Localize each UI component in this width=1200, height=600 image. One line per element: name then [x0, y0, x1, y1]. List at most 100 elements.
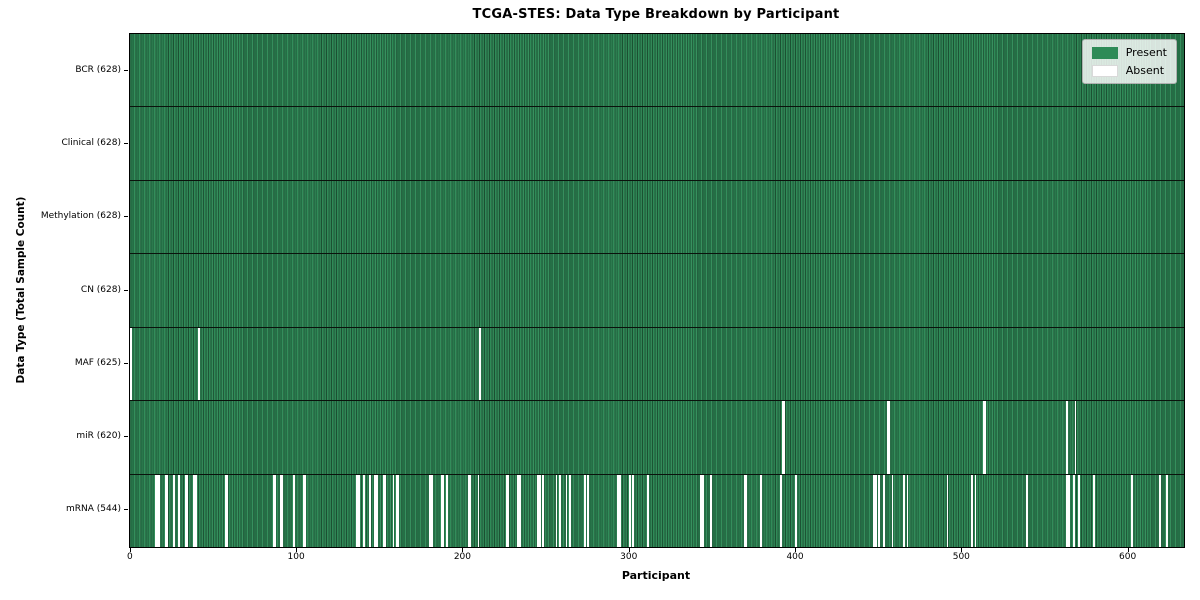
legend-present-label: Present — [1125, 46, 1167, 59]
absent-mark — [780, 474, 782, 547]
y-tick-label: Clinical (628) — [61, 137, 121, 148]
absent-mark — [984, 401, 987, 474]
absent-mark — [469, 474, 471, 547]
absent-mark — [519, 474, 521, 547]
absent-mark — [1066, 474, 1068, 547]
absent-mark — [886, 401, 889, 474]
absent-mark — [587, 474, 589, 547]
absent-mark — [1159, 474, 1162, 547]
absent-mark — [429, 474, 432, 547]
absent-mark — [903, 474, 905, 547]
row-clinical — [130, 107, 1184, 181]
absent-mark — [537, 474, 540, 547]
x-tick-mark — [628, 547, 630, 552]
absent-mark — [442, 474, 445, 547]
row-mrna — [130, 474, 1184, 547]
absent-mark — [883, 474, 886, 547]
y-tick-mark — [124, 69, 128, 71]
absent-mark — [186, 474, 189, 547]
y-tick-mark — [124, 142, 128, 144]
row-bcr — [130, 34, 1184, 108]
y-tick-label: mRNA (544) — [66, 504, 121, 515]
absent-mark — [946, 474, 949, 547]
absent-mark — [873, 474, 876, 547]
absent-mark — [702, 474, 704, 547]
y-tick-label: Methylation (628) — [40, 211, 121, 222]
absent-mark — [130, 327, 132, 401]
absent-mark — [795, 474, 797, 547]
x-tick-mark — [296, 547, 298, 552]
absent-mark — [565, 474, 568, 547]
absent-mark — [1067, 474, 1070, 547]
absent-mark — [971, 474, 974, 547]
absent-mark — [193, 474, 195, 547]
absent-mark — [392, 474, 395, 547]
absent-mark — [396, 474, 398, 547]
y-tick-mark — [124, 436, 128, 438]
x-tick-label: 300 — [620, 552, 638, 562]
y-tick-label: BCR (628) — [75, 64, 121, 75]
absent-mark — [647, 474, 649, 547]
absent-mark — [274, 474, 277, 547]
x-tick-mark — [795, 547, 797, 552]
x-tick-label: 400 — [786, 552, 804, 562]
absent-mark — [505, 474, 508, 547]
absent-mark — [302, 474, 305, 547]
absent-mark — [292, 474, 295, 547]
row-maf — [130, 327, 1184, 402]
absent-mark — [1077, 474, 1080, 547]
absent-mark — [164, 474, 167, 547]
legend-absent-label: Absent — [1125, 64, 1165, 77]
absent-mark — [376, 474, 378, 547]
absent-mark — [158, 474, 160, 547]
absent-mark — [156, 474, 159, 547]
absent-mark — [542, 474, 545, 547]
absent-mark — [555, 474, 558, 547]
y-tick-mark — [124, 216, 128, 218]
absent-mark — [632, 474, 634, 547]
absent-mark — [154, 474, 157, 547]
absent-mark — [618, 474, 621, 547]
x-tick-label: 500 — [952, 552, 970, 562]
absent-mark — [700, 474, 703, 547]
legend-entry-present: Present — [1091, 46, 1167, 59]
absent-mark — [617, 474, 619, 547]
absent-mark — [559, 474, 561, 547]
absent-mark — [369, 474, 372, 547]
absent-mark — [878, 474, 881, 547]
legend-entry-absent: Absent — [1091, 64, 1167, 77]
absent-mark — [906, 474, 909, 547]
absent-mark — [194, 474, 197, 547]
absent-mark — [1166, 474, 1168, 547]
absent-mark — [517, 474, 520, 547]
absent-mark — [273, 474, 275, 547]
legend: Present Absent — [1081, 39, 1177, 84]
y-tick-label: CN (628) — [80, 284, 121, 295]
y-tick-mark — [124, 362, 128, 364]
absent-mark — [178, 474, 180, 547]
x-tick-mark — [462, 547, 464, 552]
absent-mark — [983, 401, 985, 474]
absent-mark — [891, 474, 894, 547]
x-tick-label: 200 — [453, 552, 472, 562]
x-tick-label: 600 — [1119, 552, 1137, 562]
absent-mark — [743, 474, 746, 547]
absent-mark — [479, 327, 481, 401]
absent-mark — [357, 474, 360, 547]
absent-mark — [281, 474, 284, 547]
x-tick-mark — [129, 547, 131, 552]
absent-mark — [431, 474, 433, 547]
absent-mark — [224, 474, 227, 547]
absent-mark — [1066, 401, 1068, 474]
y-tick-mark — [124, 509, 128, 511]
absent-mark — [1072, 474, 1075, 547]
absent-mark — [783, 401, 786, 474]
absent-mark — [710, 474, 713, 547]
absent-mark — [1026, 474, 1029, 547]
legend-absent-swatch — [1091, 64, 1118, 77]
absent-mark — [279, 474, 282, 547]
absent-mark — [477, 474, 480, 547]
row-mir — [130, 401, 1184, 475]
absent-mark — [888, 401, 890, 474]
